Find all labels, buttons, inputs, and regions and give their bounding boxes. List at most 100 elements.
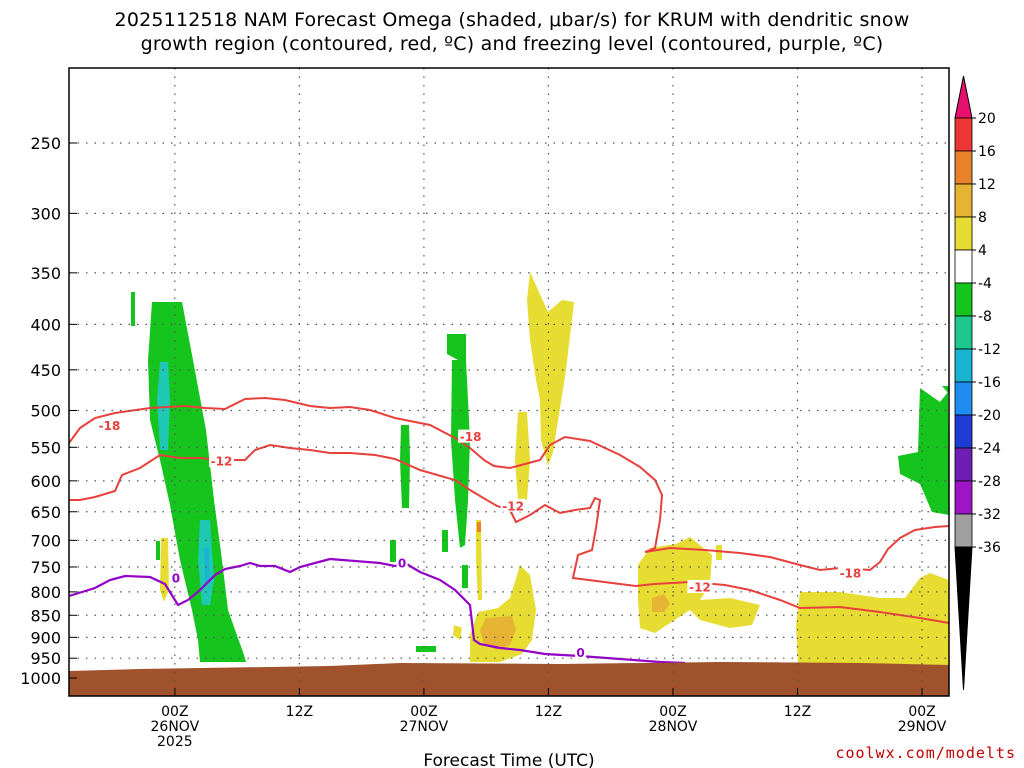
colorbar-arrow-bottom — [954, 546, 973, 691]
x-tick-label: 12Z — [784, 704, 811, 720]
dgz-contour-label-bg — [458, 429, 484, 443]
freezing-contour-label-bg — [170, 571, 182, 585]
omega-shading-blue — [204, 548, 210, 582]
colorbar-segment — [954, 480, 973, 515]
x-tick-label: 00Z — [161, 704, 188, 720]
dgz-contour-label: -12 — [502, 499, 524, 513]
omega-region — [157, 362, 170, 450]
dgz-contour-label: -18 — [99, 419, 121, 433]
colorbar-segment — [954, 282, 973, 317]
dgz-contour-label-bg — [500, 498, 526, 512]
y-tick-label: 450 — [30, 361, 61, 380]
omega-region — [796, 573, 949, 665]
colorbar-segment — [954, 117, 973, 152]
x-tick-label: 00Z — [659, 704, 686, 720]
y-tick-label: 650 — [30, 503, 61, 522]
chart-title-line-1: 2025112518 NAM Forecast Omega (shaded, μ… — [114, 9, 910, 31]
colorbar-label: -28 — [978, 474, 1001, 490]
colorbar-segment — [954, 447, 973, 482]
omega-region — [184, 546, 190, 568]
x-tick-label: 00Z — [908, 704, 935, 720]
freezing-contour-label-bg — [575, 645, 587, 659]
colorbar-label: -32 — [978, 507, 1001, 523]
omega-region — [652, 594, 670, 612]
omega-region — [898, 388, 949, 515]
omega-region — [148, 302, 246, 662]
dgz-contour-label: -12 — [211, 455, 233, 469]
plot-frame — [68, 67, 950, 697]
colorbar-label: -24 — [978, 441, 1001, 457]
y-tick-label: 700 — [30, 531, 61, 550]
x-tick-label: 27NOV — [400, 719, 449, 735]
colorbar-label: -16 — [978, 375, 1001, 391]
omega-region — [453, 625, 462, 640]
plot-area — [69, 272, 949, 696]
site-credit: coolwx.com/modelts — [835, 744, 1016, 762]
x-tick-label: 29NOV — [898, 719, 947, 735]
omega-region — [462, 565, 468, 588]
omega-region — [716, 545, 722, 560]
colorbar-segment — [954, 315, 973, 350]
omega-shading-yellow — [160, 272, 949, 665]
omega-region — [131, 292, 135, 326]
colorbar-label: 12 — [978, 177, 996, 193]
omega-shading-dark-orange — [477, 522, 481, 532]
dgz-contour-label: -18 — [460, 430, 482, 444]
dgz-contour-minus18-upper — [69, 396, 664, 553]
colorbar-segment — [954, 513, 973, 548]
omega-region — [451, 360, 470, 548]
omega-region — [400, 425, 410, 508]
y-tick-label: 950 — [30, 649, 61, 668]
freezing-contour-label: 0 — [576, 646, 584, 660]
dgz-contour-label-bg — [837, 566, 863, 580]
x-tick-label: 26NOV — [151, 719, 200, 735]
colorbar-segment — [954, 150, 973, 185]
colorbar-label: -20 — [978, 408, 1001, 424]
dgz-contour-label-bg — [96, 418, 122, 432]
omega-region — [390, 540, 396, 562]
colorbar-segment — [954, 381, 973, 416]
colorbar-segment — [954, 348, 973, 383]
omega-region — [204, 548, 210, 582]
colorbar-label: -36 — [978, 540, 1001, 556]
y-tick-label: 1000 — [20, 669, 61, 688]
y-tick-label: 300 — [30, 204, 61, 223]
dgz-contour-label: -12 — [689, 581, 711, 595]
omega-shading-orange — [480, 594, 670, 650]
colorbar-segment — [954, 216, 973, 251]
colorbar-segment — [954, 414, 973, 449]
y-tick-label: 500 — [30, 402, 61, 421]
omega-region — [416, 646, 436, 652]
freezing-contour-label: 0 — [398, 556, 406, 570]
freezing-level-contour — [69, 557, 686, 665]
y-tick-label: 750 — [30, 558, 61, 577]
dgz-contour-label: -18 — [840, 567, 862, 581]
x-tick-label: 12Z — [286, 704, 313, 720]
y-tick-label: 850 — [30, 606, 61, 625]
y-tick-label: 250 — [30, 134, 61, 153]
colorbar-label: -8 — [978, 309, 992, 325]
x-tick-label: 00Z — [410, 704, 437, 720]
omega-region — [442, 530, 448, 552]
y-tick-label: 550 — [30, 438, 61, 457]
colorbar-label: -12 — [978, 342, 1001, 358]
freezing-contour-label-bg — [396, 555, 408, 569]
omega-region — [156, 541, 160, 560]
y-tick-label: 800 — [30, 583, 61, 602]
omega-region — [942, 386, 949, 394]
terrain-fill — [69, 662, 949, 696]
colorbar-label: 16 — [978, 144, 996, 160]
colorbar-label: -4 — [978, 276, 992, 292]
omega-region — [515, 412, 530, 500]
x-tick-label: 12Z — [535, 704, 562, 720]
dgz-contour-label-bg — [687, 580, 713, 594]
x-tick-label: 2025 — [157, 734, 193, 750]
contour-labels: -18 -12 -18 -12 -12 -18 0 0 0 — [96, 418, 863, 660]
colorbar-label: 8 — [978, 210, 987, 226]
omega-region — [480, 616, 516, 650]
y-tick-label: 600 — [30, 472, 61, 491]
y-tick-label: 900 — [30, 628, 61, 647]
colorbar-label: 4 — [978, 243, 987, 259]
